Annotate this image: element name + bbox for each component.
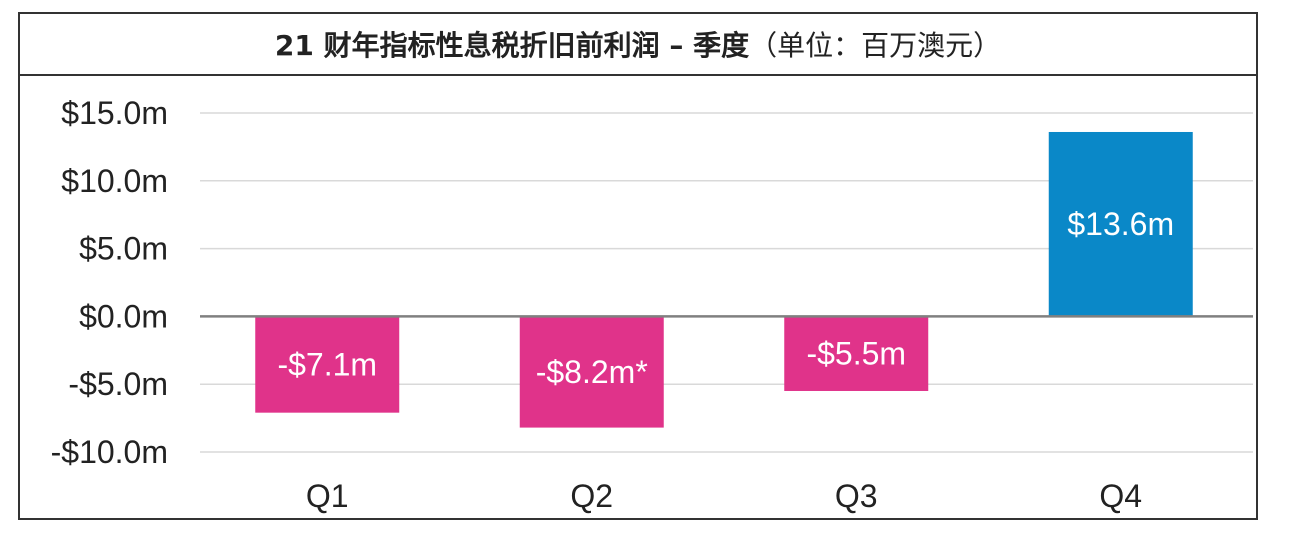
bar-q2 (519, 316, 664, 428)
chart-title-main: 21 财年指标性息税折旧前利润 – 季度 (274, 29, 750, 62)
bar-value-label: -$5.5m (806, 336, 906, 372)
y-tick-label: $5.0m (79, 231, 168, 267)
y-tick-label: $0.0m (79, 298, 168, 334)
y-tick-label: $10.0m (61, 163, 168, 199)
x-axis-categories: Q1 Q2 Q3 Q4 (306, 478, 1142, 514)
bar-value-label: -$7.1m (277, 347, 377, 383)
title-band: 21 财年指标性息税折旧前利润 – 季度（单位：百万澳元） (20, 14, 1256, 76)
bar-value-label: $13.6m (1067, 206, 1174, 242)
bar-q4 (1048, 131, 1193, 317)
chart-title: 21 财年指标性息税折旧前利润 – 季度（单位：百万澳元） (275, 24, 1001, 64)
bar-data-labels: -$7.1m -$8.2m* -$5.5m $13.6m (277, 206, 1174, 390)
x-category-label: Q2 (570, 478, 613, 514)
bar-value-label: -$8.2m* (536, 354, 648, 390)
y-axis-ticks: $15.0m $10.0m $5.0m $0.0m -$5.0m -$10.0m (51, 95, 168, 470)
x-category-label: Q4 (1099, 478, 1142, 514)
x-category-label: Q3 (835, 478, 878, 514)
y-tick-label: -$5.0m (68, 366, 168, 402)
bars (255, 131, 1193, 428)
bar-q1 (255, 316, 400, 413)
y-tick-label: -$10.0m (51, 434, 168, 470)
bar-q3 (784, 316, 929, 391)
chart-title-unit: （单位：百万澳元） (749, 29, 1002, 62)
y-tick-label: $15.0m (61, 95, 168, 131)
x-category-label: Q1 (306, 478, 349, 514)
